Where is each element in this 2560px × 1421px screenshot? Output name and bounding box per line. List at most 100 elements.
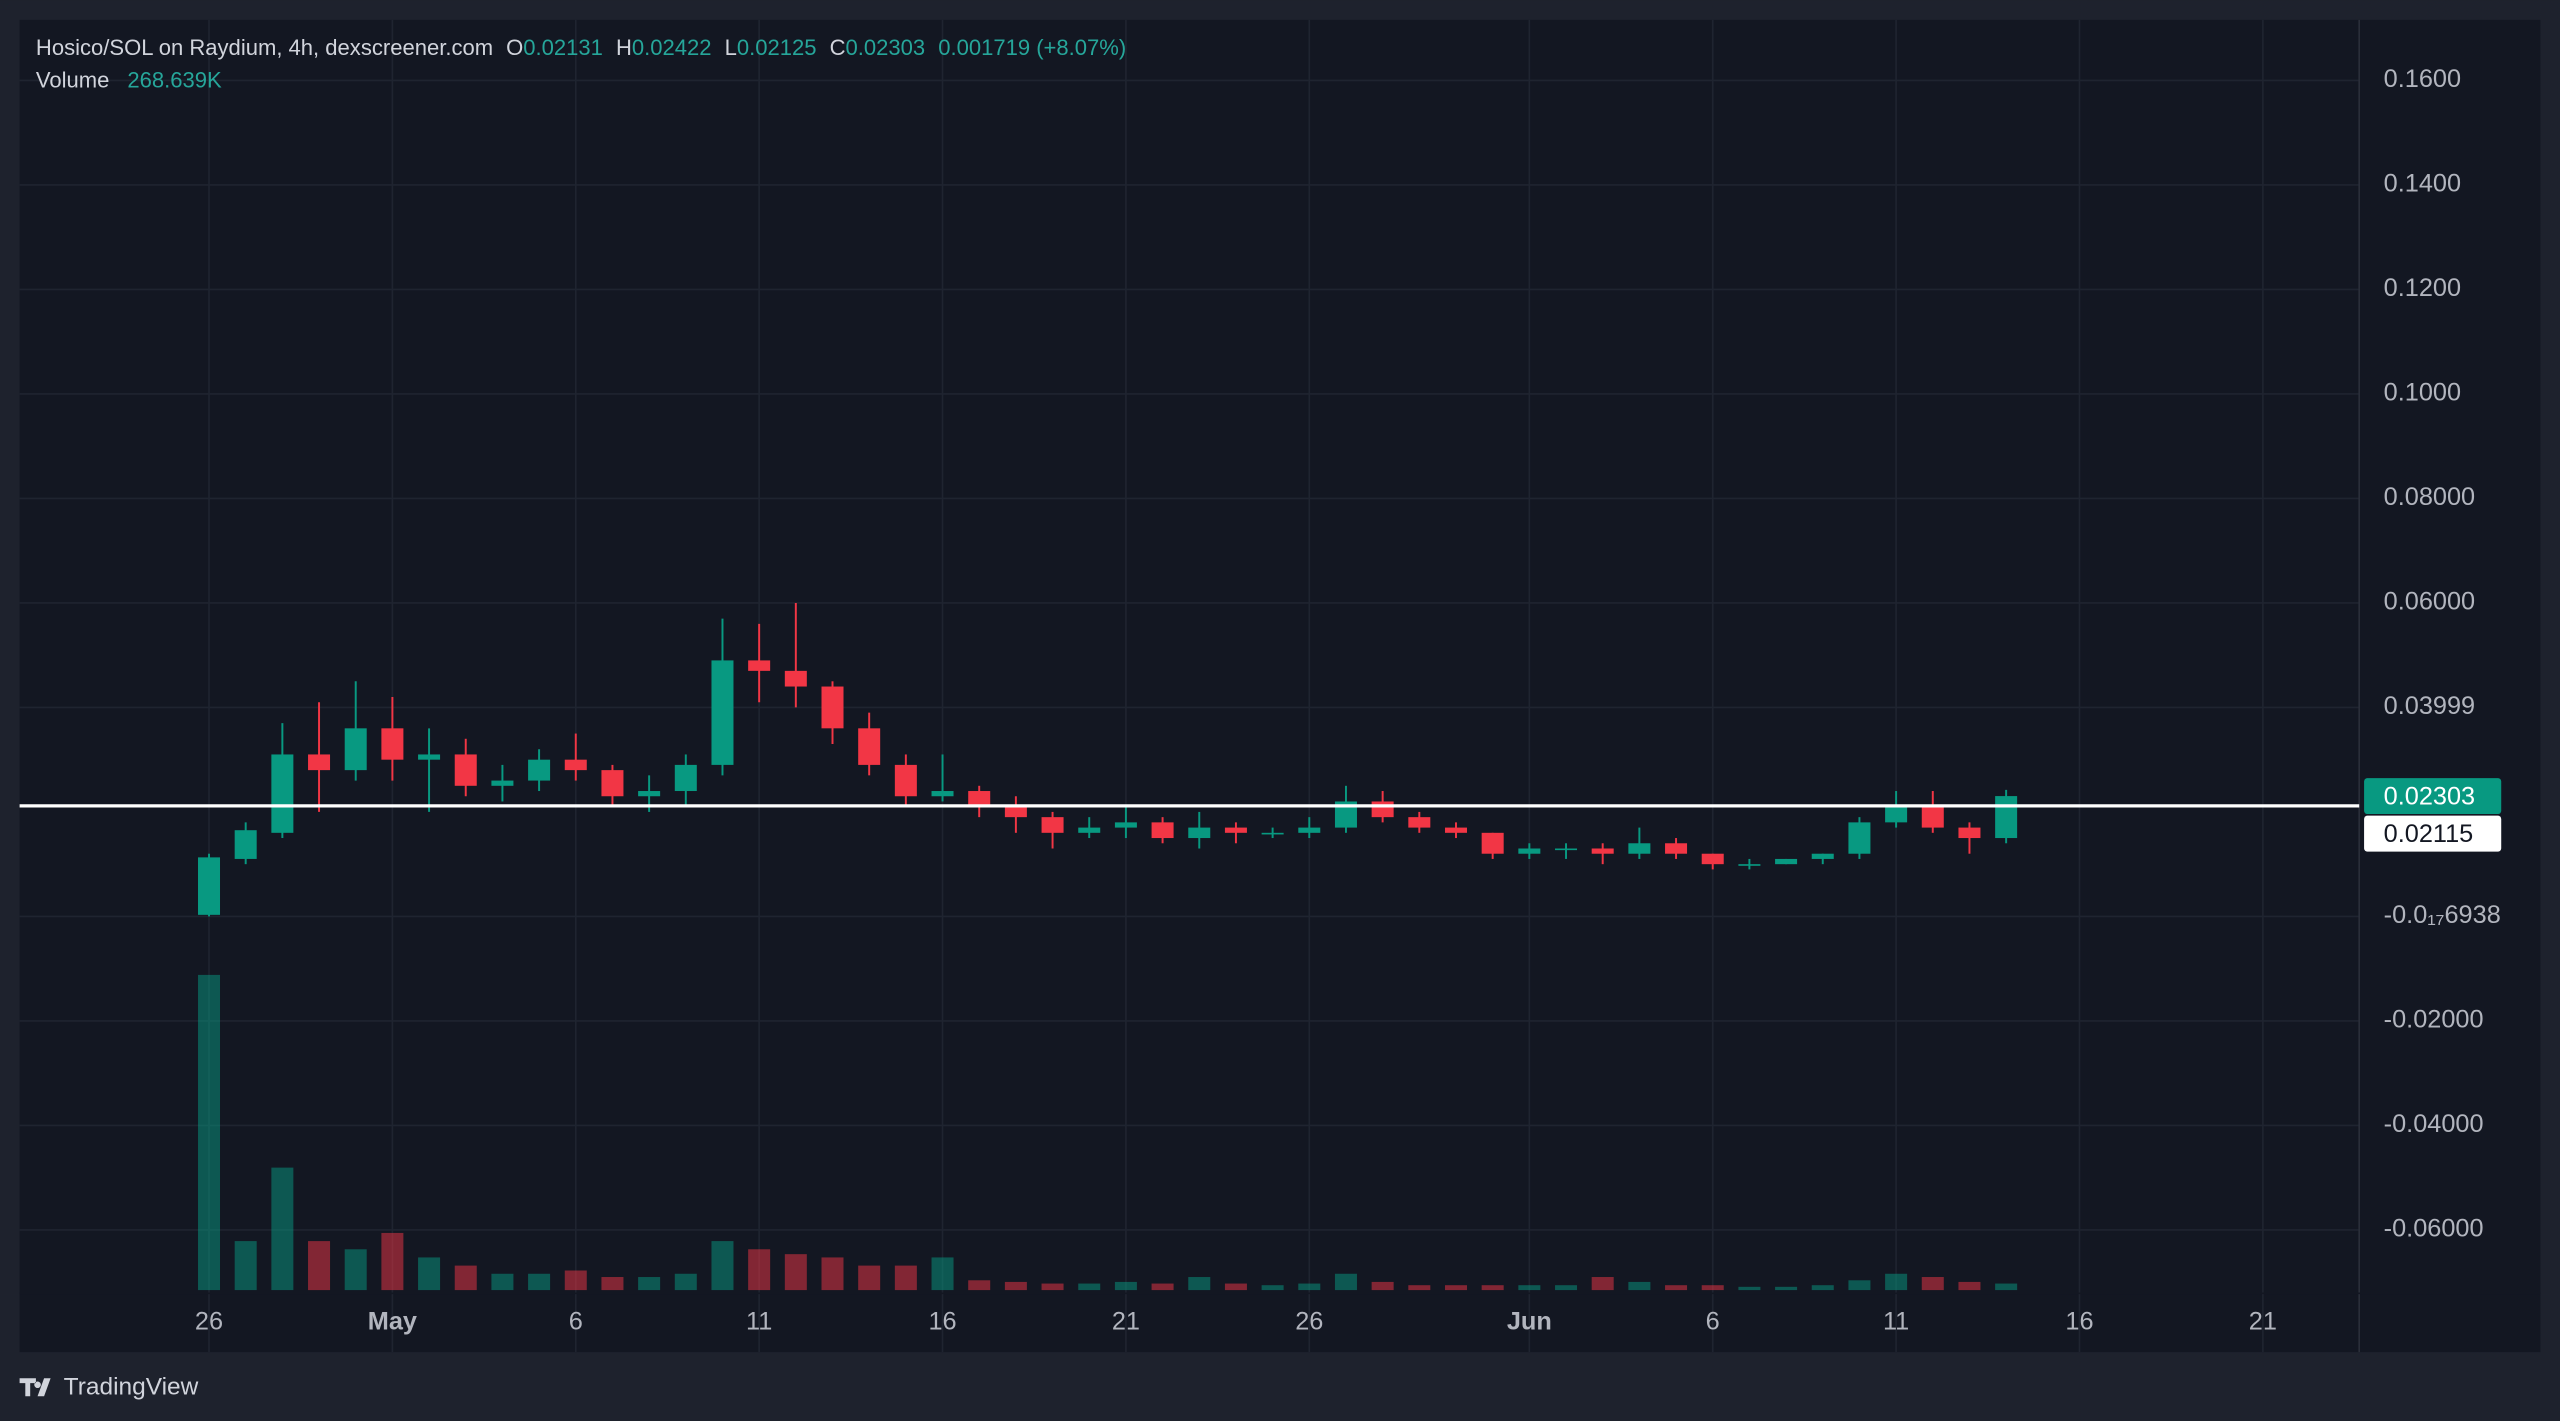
candle-body (968, 791, 991, 807)
volume-bar (784, 1254, 807, 1291)
ohlc-key: H (616, 35, 632, 60)
candle-body (1921, 806, 1944, 828)
volume-bar (748, 1249, 771, 1291)
volume-bar (1041, 1283, 1064, 1291)
y-tick-label: 0.03999 (2384, 692, 2475, 720)
volume-bar (1481, 1285, 1504, 1291)
candle-body (1701, 853, 1724, 865)
volume-bar (1224, 1283, 1247, 1291)
x-tick-label: 11 (1883, 1307, 1909, 1335)
candle-body (1518, 848, 1541, 854)
candle-body (1885, 806, 1908, 823)
candle-body (381, 728, 404, 760)
volume-bar (1591, 1277, 1614, 1291)
candle-body (308, 754, 331, 771)
volume-bar (638, 1277, 661, 1291)
ohlc-value: 0.02125 (737, 35, 817, 60)
y-tick-label: -0.04000 (2384, 1110, 2484, 1138)
chart-title: Hosico/SOL on Raydium, 4h, dexscreener.c… (36, 35, 493, 60)
candle-body (1371, 801, 1394, 818)
volume-bar (894, 1265, 917, 1291)
volume-bar (674, 1273, 697, 1291)
candle-body (564, 759, 587, 771)
volume-bar (1555, 1285, 1578, 1291)
volume-bar (968, 1280, 991, 1291)
volume-bar (308, 1241, 331, 1291)
y-tick-label: 0.1200 (2384, 274, 2461, 302)
volume-bar (1665, 1285, 1688, 1291)
volume-bar (1518, 1285, 1541, 1291)
x-tick-label: Jun (1507, 1307, 1552, 1335)
volume-bar (1811, 1285, 1834, 1291)
change: 0.001719 (+8.07%) (938, 35, 1126, 60)
candle-body (1738, 864, 1761, 866)
volume-bar (1188, 1277, 1211, 1291)
x-tick-label: 6 (569, 1307, 583, 1335)
candle-body (1298, 827, 1321, 833)
x-tick-label: 26 (1295, 1307, 1323, 1335)
candle-body (344, 728, 367, 771)
price-line-badge (2364, 815, 2502, 852)
ohlc-key: C (830, 35, 846, 60)
candle-body (271, 754, 294, 833)
candle-body (601, 770, 624, 797)
y-tick-label: 0.08000 (2384, 483, 2475, 511)
volume-bar (1701, 1285, 1724, 1291)
ohlc-key: O (506, 35, 523, 60)
candle-body (528, 759, 551, 781)
candle-body (931, 791, 954, 797)
volume-bar (564, 1270, 587, 1291)
candle-body (1261, 832, 1284, 835)
ohlc-value: 0.02303 (846, 35, 926, 60)
candle-body (1958, 827, 1981, 839)
volume-bar (711, 1241, 734, 1291)
candle-body (198, 857, 221, 915)
volume-bar (344, 1249, 367, 1291)
chart-area (19, 19, 2541, 1353)
candle-body (1188, 827, 1211, 839)
candle-body (1775, 858, 1798, 865)
x-tick-label: 26 (195, 1307, 223, 1335)
candle-body (784, 670, 807, 687)
y-tick-label: 0.1000 (2384, 379, 2461, 407)
candle-body (1665, 843, 1688, 854)
candle-body (234, 830, 257, 859)
volume-bar (1261, 1285, 1284, 1291)
volume-bar (1334, 1273, 1357, 1291)
candle-body (1004, 806, 1027, 818)
y-tick-label: 0.1600 (2384, 65, 2461, 93)
volume-bar (418, 1257, 441, 1291)
volume-bar (1628, 1281, 1651, 1291)
volume-bar (601, 1277, 624, 1291)
volume-bar (1004, 1281, 1027, 1291)
x-tick-label: 6 (1706, 1307, 1720, 1335)
candle-body (1224, 827, 1247, 833)
volume-bar (1921, 1277, 1944, 1291)
candle-body (1334, 801, 1357, 828)
y-tick-label: -0.02000 (2384, 1006, 2484, 1034)
candle-body (1628, 843, 1651, 854)
candle-body (638, 791, 661, 797)
ohlc-value: 0.02131 (523, 35, 603, 60)
volume-bar (931, 1257, 954, 1291)
volume-bar (1444, 1285, 1467, 1291)
candle-body (1481, 832, 1504, 854)
last-price-label: 0.02303 (2384, 782, 2475, 810)
volume-bar (1371, 1281, 1394, 1291)
volume-bar (1958, 1281, 1981, 1291)
volume-bar (1298, 1283, 1321, 1291)
y-tick-label: -0.0₁₇6938 (2384, 901, 2501, 929)
candle-body (894, 764, 917, 797)
x-tick-label: 21 (1112, 1307, 1140, 1335)
x-tick-label: 16 (2065, 1307, 2093, 1335)
ohlc-value: 0.02422 (632, 35, 712, 60)
y-tick-label: 0.1400 (2384, 170, 2461, 198)
volume-bar (1408, 1285, 1431, 1291)
candle-body (491, 780, 514, 786)
candle-body (821, 686, 844, 729)
price-line-label: 0.02115 (2384, 820, 2474, 848)
last-price-badge (2364, 778, 2502, 815)
candle-body (858, 728, 881, 765)
